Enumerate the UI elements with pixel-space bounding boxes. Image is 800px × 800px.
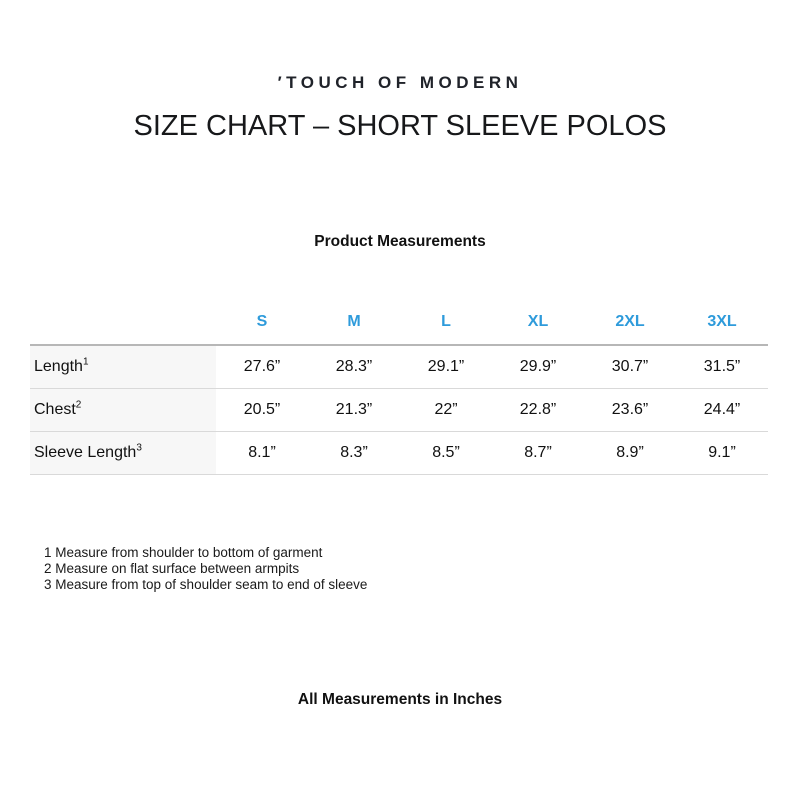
footnotes: 1 Measure from shoulder to bottom of gar…: [44, 545, 367, 593]
length-l: 29.1”: [400, 345, 492, 389]
chest-xl: 22.8”: [492, 388, 584, 432]
footnote-2: 2 Measure on flat surface between armpit…: [44, 561, 300, 576]
sleeve-2xl: 8.9”: [584, 431, 676, 475]
table-row-length: Length1 27.6” 28.3” 29.1” 29.9” 30.7” 31…: [30, 345, 768, 389]
brand-name: TOUCH OF MODERN: [286, 73, 523, 92]
chest-m: 21.3”: [308, 388, 400, 432]
sleeve-3xl: 9.1”: [676, 431, 768, 475]
chest-l: 22”: [400, 388, 492, 432]
size-col-header-3xl: 3XL: [676, 300, 768, 346]
row-label-length: Length1: [30, 345, 216, 389]
chest-2xl: 23.6”: [584, 388, 676, 432]
footnote-marker: 3: [136, 442, 142, 454]
table-caption: Product Measurements: [314, 233, 486, 250]
table-row-chest: Chest2 20.5” 21.3” 22” 22.8” 23.6” 24.4”: [30, 388, 768, 432]
size-col-header-m: M: [308, 300, 400, 346]
length-2xl: 30.7”: [584, 345, 676, 389]
footnote-1: 1 Measure from shoulder to bottom of gar…: [44, 545, 323, 560]
size-col-header-s: S: [216, 300, 308, 346]
row-label-sleeve-length: Sleeve Length3: [30, 431, 216, 475]
brand-logo: ′TOUCH OF MODERN: [0, 73, 800, 93]
size-col-header-2xl: 2XL: [584, 300, 676, 346]
size-col-header-xl: XL: [492, 300, 584, 346]
table-row-sleeve-length: Sleeve Length3 8.1” 8.3” 8.5” 8.7” 8.9” …: [30, 431, 768, 475]
sleeve-xl: 8.7”: [492, 431, 584, 475]
length-3xl: 31.5”: [676, 345, 768, 389]
row-label-chest: Chest2: [30, 388, 216, 432]
row-label-text: Chest: [34, 401, 76, 418]
footnote-marker: 2: [75, 399, 82, 411]
size-col-header-l: L: [400, 300, 492, 346]
empty-header-cell: [30, 300, 216, 346]
page-title: SIZE CHART – SHORT SLEEVE POLOS: [133, 110, 667, 142]
chest-3xl: 24.4”: [676, 388, 768, 432]
size-table: S M L XL 2XL 3XL Length1 27.6” 28.3” 29.…: [30, 300, 768, 475]
length-m: 28.3”: [308, 345, 400, 389]
footnote-marker: 1: [82, 356, 89, 368]
units-note: All Measurements in Inches: [297, 691, 503, 708]
sleeve-m: 8.3”: [308, 431, 400, 475]
row-label-text: Length: [34, 358, 83, 375]
sleeve-l: 8.5”: [400, 431, 492, 475]
sleeve-s: 8.1”: [216, 431, 308, 475]
row-label-text: Sleeve Length: [34, 444, 137, 461]
length-xl: 29.9”: [492, 345, 584, 389]
logo-tick-icon: ′: [277, 73, 287, 92]
length-s: 27.6”: [216, 345, 308, 389]
chest-s: 20.5”: [216, 388, 308, 432]
size-header-row: S M L XL 2XL 3XL: [30, 300, 768, 346]
footnote-3: 3 Measure from top of shoulder seam to e…: [44, 577, 368, 592]
